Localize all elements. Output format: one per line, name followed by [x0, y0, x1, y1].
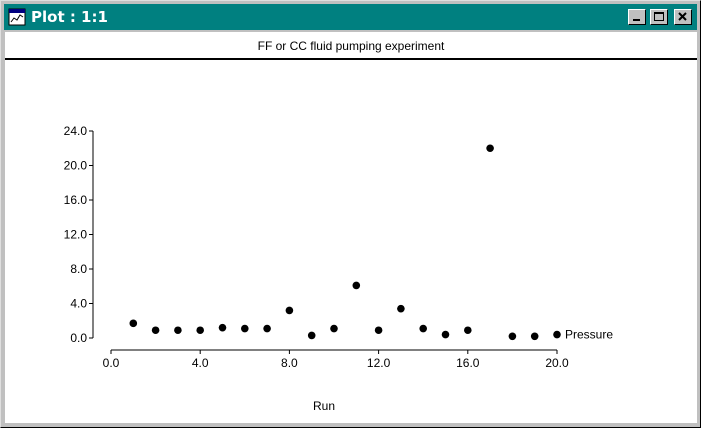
y-tick-label: 4.0: [70, 297, 87, 311]
minimize-button[interactable]: [628, 9, 646, 25]
x-tick-label: 12.0: [367, 356, 391, 370]
data-point: [129, 319, 138, 328]
data-point: [553, 330, 561, 339]
x-tick-label: 4.0: [192, 356, 209, 370]
y-tick-label: 16.0: [64, 193, 88, 207]
plot-window-icon[interactable]: [8, 8, 26, 26]
series-label: Pressure: [565, 328, 613, 342]
data-point: [464, 326, 472, 335]
data-point: [218, 323, 227, 332]
data-point: [397, 304, 405, 313]
close-icon: [678, 12, 687, 21]
data-point: [419, 324, 428, 333]
scatter-plot[interactable]: 0.0 4.0 8.0 12.0 16.0 20.0 24.0 0.0 4.0 8.0 12.0 16…: [5, 32, 697, 423]
chart-title: FF or CC fluid pumping experiment: [257, 39, 445, 53]
data-point: [330, 324, 338, 333]
x-tick-label: 8.0: [281, 356, 298, 370]
title-divider: [5, 58, 697, 60]
data-point: [151, 326, 160, 335]
data-point: [374, 326, 383, 335]
data-point: [530, 332, 539, 341]
data-point: [285, 306, 294, 315]
data-point: [508, 332, 517, 341]
window-title: Plot : 1:1: [31, 8, 108, 26]
x-axis-label: Run: [313, 399, 335, 413]
x-tick-label: 0.0: [103, 356, 120, 370]
data-point: [174, 326, 182, 335]
y-tick-label: 20.0: [64, 159, 88, 173]
data-point: [196, 326, 204, 335]
x-tick-label: 16.0: [456, 356, 480, 370]
close-button[interactable]: [674, 9, 692, 25]
data-point: [486, 144, 494, 153]
data-point: [241, 324, 249, 333]
data-point: [352, 281, 361, 290]
plot-area[interactable]: FF or CC fluid pumping experiment 0.0 4.0…: [5, 32, 697, 423]
y-tick-label: 12.0: [64, 228, 88, 242]
title-bar[interactable]: Plot : 1:1: [4, 4, 697, 30]
data-point: [263, 324, 271, 333]
data-point: [307, 331, 316, 340]
maximize-icon: [654, 12, 664, 21]
maximize-button[interactable]: [650, 9, 668, 25]
y-tick-label: 24.0: [64, 124, 88, 138]
x-tick-label: 20.0: [545, 356, 569, 370]
data-point: [441, 330, 450, 339]
y-tick-label: 0.0: [70, 331, 87, 345]
y-tick-label: 8.0: [70, 262, 87, 276]
minimize-icon: [633, 19, 640, 21]
